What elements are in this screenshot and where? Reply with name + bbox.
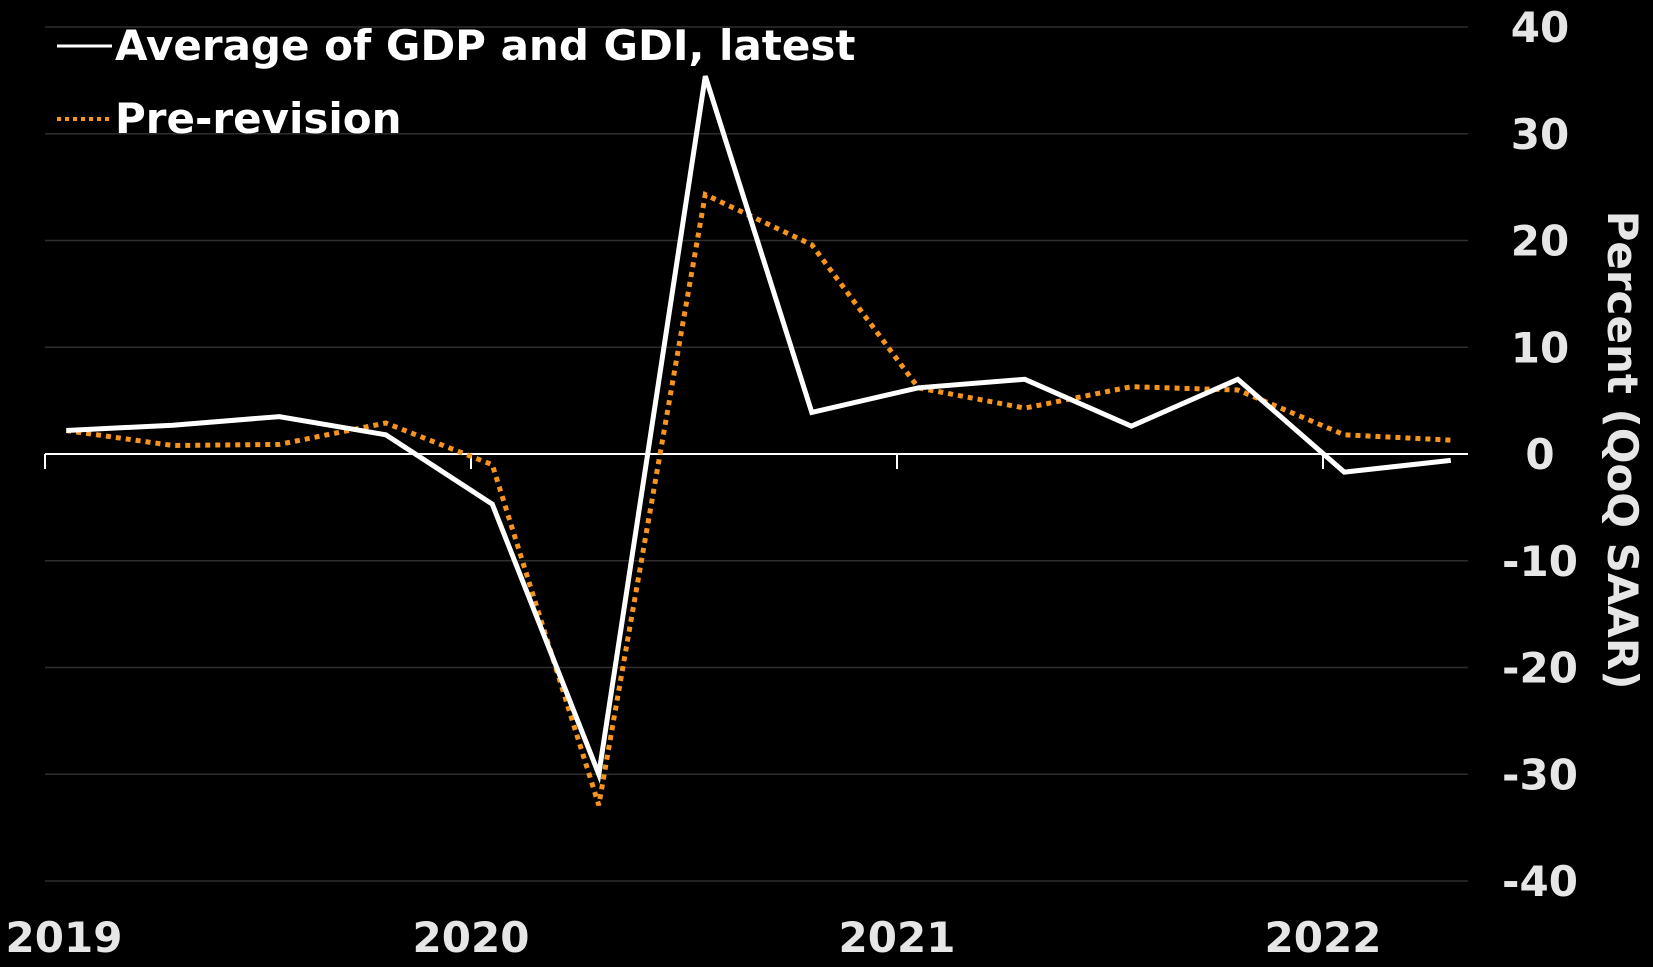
series-layer bbox=[65, 75, 1452, 806]
y-tick-label: 0 bbox=[1525, 430, 1554, 479]
legend: Average of GDP and GDI, latest Pre-revis… bbox=[57, 21, 855, 143]
y-axis-tick-labels: 40 30 20 10 0 -10 -20 -30 -40 bbox=[1502, 3, 1578, 906]
y-tick-label: -30 bbox=[1502, 750, 1578, 799]
legend-label-pre-revision: Pre-revision bbox=[115, 94, 402, 143]
y-tick-label: -10 bbox=[1502, 537, 1578, 586]
x-tick-label: 2022 bbox=[1265, 913, 1382, 962]
series-line-pre-revision bbox=[65, 190, 1451, 806]
y-axis-title: Percent (QoQ SAAR) bbox=[1598, 211, 1647, 690]
y-tick-label: 20 bbox=[1511, 217, 1569, 266]
x-axis-tick-marks bbox=[44, 454, 1324, 469]
x-tick-label: 2021 bbox=[839, 913, 956, 962]
y-tick-label: 10 bbox=[1511, 323, 1569, 372]
x-tick-label: 2019 bbox=[6, 913, 123, 962]
y-tick-label: -40 bbox=[1502, 857, 1578, 906]
x-axis-tick-labels: 2019 2020 2021 2022 bbox=[6, 913, 1382, 962]
legend-label-latest: Average of GDP and GDI, latest bbox=[115, 21, 855, 70]
series-line-latest bbox=[66, 75, 1452, 784]
y-tick-label: 30 bbox=[1511, 110, 1569, 159]
y-tick-label: -20 bbox=[1502, 644, 1578, 693]
x-tick-label: 2020 bbox=[413, 913, 530, 962]
y-tick-label: 40 bbox=[1511, 3, 1569, 52]
